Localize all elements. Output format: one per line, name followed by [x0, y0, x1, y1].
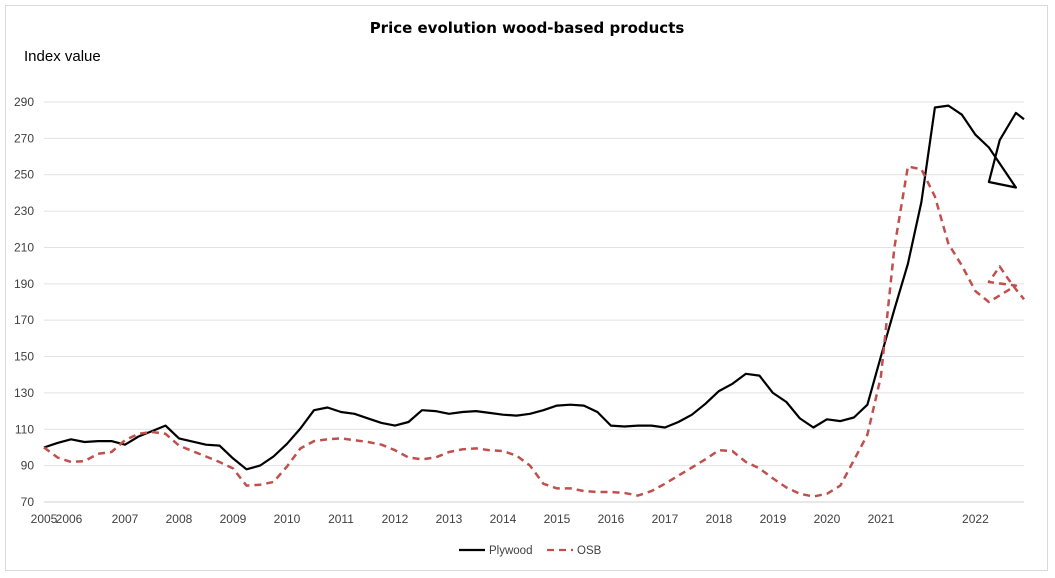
y-tick-label: 250 — [14, 168, 34, 182]
x-tick-label: 2006 — [56, 512, 83, 526]
y-tick-label: 130 — [14, 386, 34, 400]
y-tick-label: 270 — [14, 131, 34, 145]
x-tick-label: 2018 — [706, 512, 733, 526]
y-tick-label: 70 — [21, 495, 35, 509]
x-tick-label: 2022 — [962, 512, 989, 526]
y-tick-label: 210 — [14, 240, 34, 254]
chart-frame — [5, 5, 1048, 571]
x-tick-label: 2008 — [166, 512, 193, 526]
x-tick-label: 2020 — [814, 512, 841, 526]
x-tick-label: 2007 — [112, 512, 139, 526]
x-tick-label: 2012 — [382, 512, 409, 526]
x-tick-label: 2019 — [760, 512, 787, 526]
x-tick-label: 2017 — [652, 512, 679, 526]
legend-label: Plywood — [489, 545, 532, 557]
y-tick-label: 170 — [14, 313, 34, 327]
y-tick-label: 230 — [14, 204, 34, 218]
y-tick-label: 90 — [21, 459, 35, 473]
y-tick-label: 290 — [14, 95, 34, 109]
legend-label: OSB — [577, 545, 602, 557]
axes: 7090110130150170190210230250270290200520… — [14, 95, 1024, 526]
legend: Plywood OSB — [459, 545, 602, 557]
legend-item-osb: OSB — [547, 545, 602, 557]
y-axis-label: Index value — [24, 48, 101, 65]
legend-item-plywood: Plywood — [459, 545, 532, 557]
series-line-plywood — [43, 104, 1025, 471]
x-tick-label: 2015 — [544, 512, 571, 526]
series-line-osb — [43, 165, 1025, 498]
series-lines — [43, 104, 1025, 498]
x-tick-label: 2011 — [328, 512, 354, 526]
x-tick-label: 2005 — [31, 512, 58, 526]
x-tick-label: 2021 — [868, 512, 895, 526]
y-tick-label: 190 — [14, 277, 34, 291]
y-tick-label: 150 — [14, 350, 34, 364]
x-tick-label: 2010 — [274, 512, 301, 526]
chart-title: Price evolution wood-based products — [370, 19, 685, 37]
x-tick-label: 2014 — [490, 512, 517, 526]
y-tick-label: 110 — [15, 422, 34, 436]
x-tick-label: 2013 — [436, 512, 463, 526]
x-tick-label: 2009 — [220, 512, 247, 526]
x-tick-label: 2016 — [598, 512, 625, 526]
